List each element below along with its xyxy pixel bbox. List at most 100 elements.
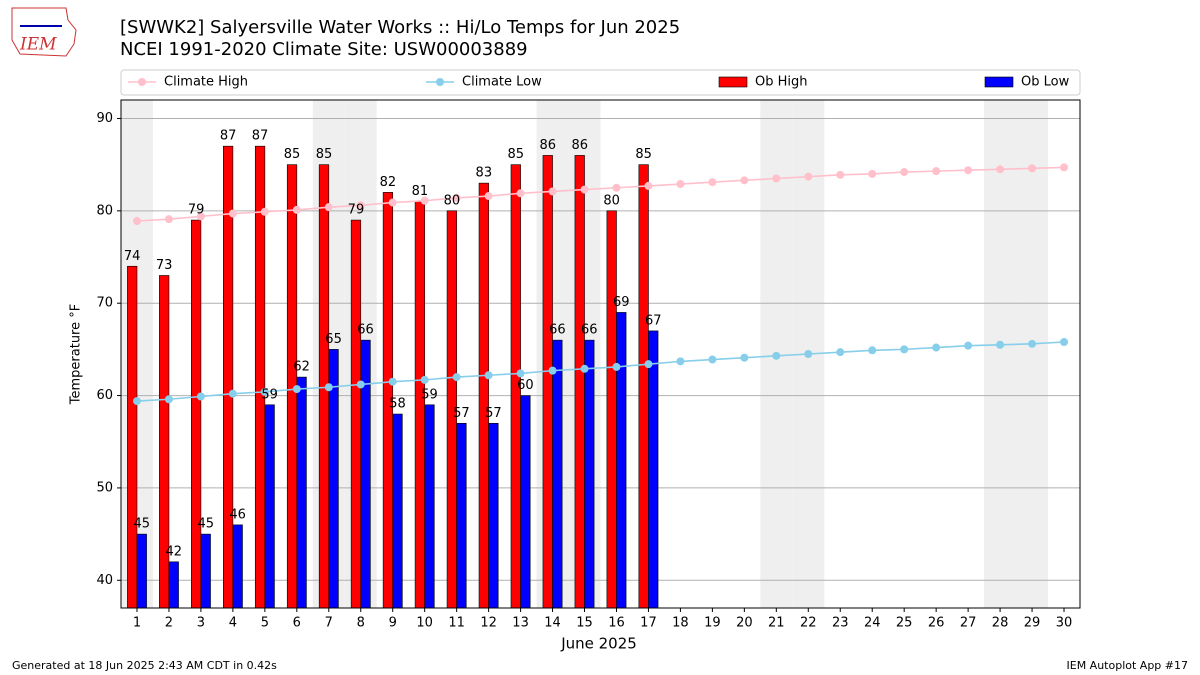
x-tick-label: 5: [261, 616, 269, 631]
data-label: 81: [412, 184, 429, 199]
data-label: 57: [453, 406, 470, 421]
x-tick-label: 15: [576, 616, 593, 631]
bar: [552, 339, 563, 609]
data-label: 62: [293, 360, 310, 375]
bar: [414, 201, 425, 609]
line-point: [452, 193, 461, 202]
data-label: 57: [485, 406, 502, 421]
line: [136, 166, 1065, 222]
data-label: 65: [325, 332, 342, 347]
weekend-shade: [1016, 100, 1049, 608]
data-label: 87: [220, 129, 237, 144]
line-point: [836, 170, 845, 179]
footer-left: Generated at 18 Jun 2025 2:43 AM CDT in …: [12, 659, 277, 672]
bar: [638, 164, 649, 609]
data-label: 74: [124, 249, 141, 264]
line-point: [292, 205, 301, 214]
x-tick-label: 18: [672, 616, 689, 631]
bar: [542, 155, 553, 609]
x-tick-label: 9: [389, 616, 397, 631]
line-point: [740, 353, 749, 362]
data-label: 79: [348, 203, 365, 218]
line-point: [356, 201, 365, 210]
line-point: [868, 169, 877, 178]
data-label: 60: [517, 378, 534, 393]
data-label: 58: [389, 397, 406, 412]
x-tick-label: 24: [864, 616, 881, 631]
bar: [200, 533, 211, 609]
data-label: 67: [645, 313, 662, 328]
data-label: 66: [357, 323, 374, 338]
line-point: [580, 185, 589, 194]
data-label: 59: [421, 387, 438, 402]
line-point: [772, 174, 781, 183]
line-point: [708, 178, 717, 187]
legend-label: Climate Low: [462, 75, 542, 90]
line-point: [420, 196, 429, 205]
line-point: [1028, 164, 1037, 173]
data-label: 42: [165, 544, 182, 559]
x-tick-label: 22: [800, 616, 817, 631]
line-point: [900, 168, 909, 177]
y-tick-label: 60: [96, 388, 113, 403]
data-label: 59: [261, 387, 278, 402]
chart-title: [SWWK2] Salyersville Water Works :: Hi/L…: [120, 17, 680, 38]
line-point: [548, 187, 557, 196]
x-tick-label: 4: [229, 616, 237, 631]
bar: [424, 404, 435, 609]
bar: [584, 339, 595, 609]
logo-text: IEM: [19, 35, 57, 55]
weekend-shade: [984, 100, 1017, 608]
line-point: [740, 176, 749, 185]
bar: [264, 404, 275, 609]
legend-label: Ob High: [755, 75, 808, 90]
bar: [520, 395, 531, 609]
line-point: [324, 383, 333, 392]
line-point: [484, 192, 493, 201]
bar: [606, 210, 617, 609]
line-point: [516, 369, 525, 378]
data-label: 83: [476, 166, 493, 181]
logo: IEM: [11, 7, 77, 57]
bar: [478, 182, 489, 609]
line-point: [484, 371, 493, 380]
x-tick-label: 29: [1024, 616, 1041, 631]
data-label: 45: [197, 517, 214, 532]
bar: [127, 265, 138, 609]
legend-marker: [436, 78, 444, 86]
line-point: [516, 189, 525, 198]
x-tick-label: 1: [133, 616, 141, 631]
line-point: [1060, 163, 1069, 172]
line-point: [932, 167, 941, 176]
x-tick-label: 12: [480, 616, 497, 631]
line-point: [676, 180, 685, 189]
legend-swatch: [718, 76, 748, 88]
x-tick-label: 2: [165, 616, 173, 631]
y-tick-label: 80: [96, 203, 113, 218]
bar: [616, 312, 627, 609]
line-point: [804, 350, 813, 358]
line-point: [324, 203, 333, 212]
data-label: 66: [581, 323, 598, 338]
y-tick-label: 70: [96, 296, 113, 311]
data-label: 80: [444, 193, 461, 208]
line-point: [1028, 339, 1037, 348]
x-tick-label: 16: [608, 616, 625, 631]
y-tick-label: 90: [96, 111, 113, 126]
line-point: [996, 340, 1005, 349]
data-label: 87: [252, 129, 269, 144]
line-point: [612, 183, 621, 192]
logo-outline: [11, 7, 77, 57]
line-point: [196, 392, 205, 401]
bar: [191, 219, 202, 609]
line: [136, 341, 1065, 402]
line-point: [676, 357, 685, 366]
line-point: [164, 395, 173, 404]
line-point: [388, 198, 397, 207]
bar: [360, 339, 371, 609]
data-label: 82: [380, 175, 397, 190]
x-tick-label: 25: [896, 616, 913, 631]
line-point: [420, 375, 429, 384]
footer-right: IEM Autoplot App #17: [1067, 659, 1189, 672]
line-point: [292, 385, 301, 394]
